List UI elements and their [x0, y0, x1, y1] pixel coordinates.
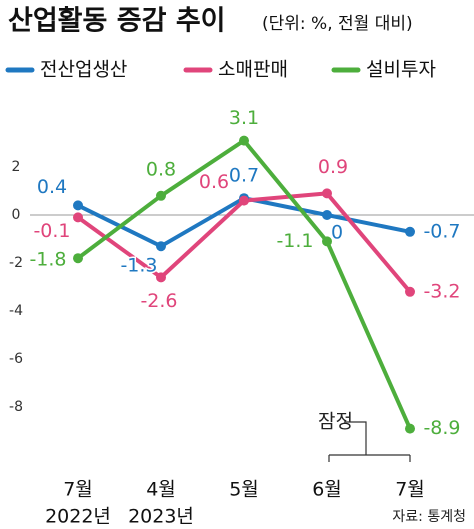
chart-subtitle: (단위: %, 전월 대비): [262, 14, 413, 34]
x-tick-label: 7월: [395, 479, 425, 501]
x-year-label: 2022년: [45, 506, 111, 528]
y-tick-label: 2: [12, 159, 21, 175]
x-tick-label: 7월: [63, 479, 93, 501]
data-label: -2.6: [140, 290, 177, 312]
data-label: 0: [331, 222, 343, 244]
x-tick-label: 5월: [229, 479, 259, 501]
point: [73, 253, 83, 264]
data-label: 0.9: [318, 156, 348, 178]
data-label: -3.2: [423, 280, 460, 302]
x-tick-label: 4월: [146, 479, 176, 501]
point: [239, 195, 249, 206]
data-label: 0.6: [199, 171, 229, 193]
bracket: [328, 421, 411, 462]
legend-label: 설비투자: [366, 59, 436, 81]
data-label: 0.7: [229, 165, 259, 187]
point: [239, 135, 249, 146]
y-tick-label: -6: [9, 351, 23, 367]
y-tick-label: -8: [9, 399, 23, 415]
legend-label: 소매판매: [218, 59, 288, 81]
x-tick-label: 6월: [312, 479, 342, 501]
data-label: -1.3: [120, 255, 157, 277]
point: [156, 190, 166, 201]
point: [405, 226, 415, 237]
data-label: -0.1: [33, 220, 70, 242]
point: [73, 200, 83, 211]
y-tick-label: 0: [12, 207, 21, 223]
point: [322, 210, 332, 220]
series-line: [76, 191, 412, 294]
annotation: 잠정: [318, 411, 353, 433]
chart-title: 산업활동 증감 추이: [8, 6, 226, 37]
point: [405, 286, 415, 297]
x-year-label: 2023년: [128, 506, 194, 528]
data-label: 0.8: [146, 158, 176, 180]
data-label: -8.9: [423, 417, 460, 439]
y-tick-label: -4: [9, 303, 23, 319]
point: [156, 241, 166, 252]
point: [73, 212, 83, 223]
data-label: -1.1: [276, 230, 313, 252]
y-tick-label: -2: [9, 255, 23, 271]
data-label: -1.8: [29, 249, 66, 271]
point: [156, 272, 166, 283]
point: [322, 188, 332, 199]
point: [405, 423, 415, 434]
legend-label: 전산업생산: [40, 59, 127, 81]
source: 자료: 통계청: [392, 509, 466, 525]
point: [322, 236, 332, 247]
data-label: -0.7: [423, 220, 460, 242]
data-label: 3.1: [229, 107, 259, 129]
data-label: 0.4: [37, 176, 67, 198]
